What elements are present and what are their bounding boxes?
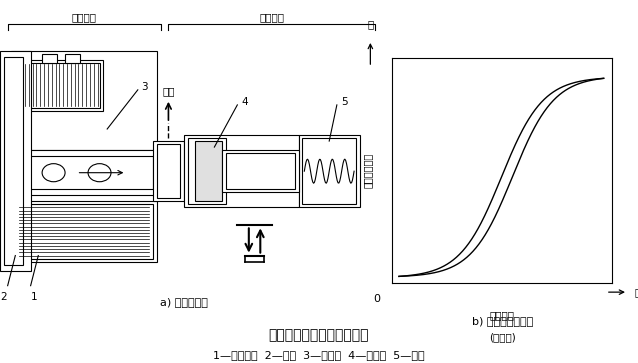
Text: 线性电磁压力: 线性电磁压力 — [362, 153, 373, 188]
Bar — [188, 138, 226, 204]
Bar — [184, 135, 299, 207]
Text: 大: 大 — [634, 287, 638, 297]
Text: 0: 0 — [373, 294, 380, 305]
Text: 电磁部分: 电磁部分 — [71, 12, 97, 22]
Bar — [157, 144, 180, 198]
Bar — [302, 138, 356, 204]
Text: 2: 2 — [1, 292, 7, 302]
Bar — [222, 150, 299, 192]
Bar — [4, 57, 23, 265]
Bar — [11, 201, 157, 262]
Bar — [195, 141, 222, 201]
Text: 4: 4 — [241, 97, 248, 107]
Bar — [65, 54, 80, 63]
Bar — [299, 135, 360, 207]
Bar — [23, 63, 100, 108]
Text: (空占比): (空占比) — [489, 333, 516, 343]
Bar — [42, 54, 57, 63]
Text: 1—电磁线圈  2—滑阀  3—滑阀轴  4—控制阀  5—弹簧: 1—电磁线圈 2—滑阀 3—滑阀轴 4—控制阀 5—弹簧 — [213, 350, 425, 360]
Bar — [15, 156, 153, 189]
Text: 1: 1 — [31, 292, 38, 302]
Text: 5: 5 — [341, 97, 347, 107]
Text: 占空比式电磁阀结构与原理: 占空比式电磁阀结构与原理 — [269, 329, 369, 343]
Text: 通电电流: 通电电流 — [490, 310, 515, 320]
Bar — [15, 204, 153, 258]
Text: 排出: 排出 — [162, 86, 175, 96]
Text: 3: 3 — [142, 82, 148, 92]
Bar — [153, 141, 184, 201]
Bar — [226, 153, 295, 189]
Bar — [11, 51, 157, 150]
Text: a) 结构示意图: a) 结构示意图 — [160, 297, 208, 307]
Bar — [19, 60, 103, 111]
Text: 调压部分: 调压部分 — [259, 12, 285, 22]
Bar — [0, 51, 31, 271]
Text: 高: 高 — [367, 19, 373, 29]
Bar — [11, 150, 157, 195]
Text: b) 空占比调节曲线: b) 空占比调节曲线 — [472, 316, 533, 326]
